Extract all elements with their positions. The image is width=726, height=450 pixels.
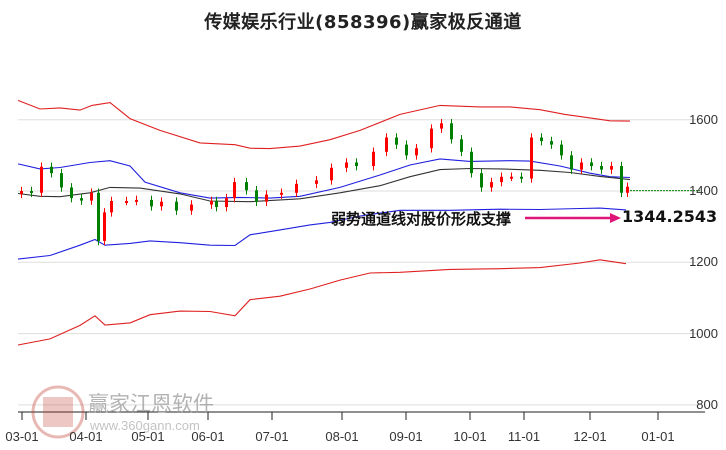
annotation-text: 弱势通道线对股价形成支撑: [331, 210, 512, 228]
support-value: 1344.2543: [622, 207, 718, 226]
y-tick-1000: 1000: [689, 326, 718, 341]
x-tick-04-01: 04-01: [69, 429, 103, 444]
x-tick-01-01: 01-01: [641, 429, 675, 444]
channel-bands: [17, 99, 631, 346]
band-outer_lower: [17, 259, 627, 346]
x-tick-12-01: 12-01: [573, 429, 607, 444]
y-tick-1600: 1600: [689, 112, 718, 127]
y-tick-1200: 1200: [689, 254, 718, 269]
x-tick-06-01: 06-01: [191, 429, 225, 444]
watermark-url: www.360gann.com: [90, 418, 200, 433]
x-tick-10-01: 10-01: [453, 429, 487, 444]
candlesticks: [20, 118, 700, 246]
gridlines: [18, 119, 700, 406]
chart-title: 传媒娱乐行业(858396)赢家极反通道: [204, 12, 522, 33]
watermark-brand: 赢家江恩软件: [88, 392, 214, 416]
x-tick-07-01: 07-01: [255, 429, 289, 444]
x-tick-03-01: 03-01: [5, 429, 39, 444]
x-tick-08-01: 08-01: [325, 429, 359, 444]
band-middle: [17, 167, 631, 203]
y-tick-1400: 1400: [689, 183, 718, 198]
band-outer_upper: [17, 99, 631, 150]
band-inner_lower: [17, 207, 627, 260]
y-tick-800: 800: [696, 397, 718, 412]
x-tick-11-01: 11-01: [507, 429, 541, 444]
x-tick-05-01: 05-01: [131, 429, 165, 444]
annotation-arrow: [525, 213, 621, 223]
x-axis: [18, 411, 705, 420]
band-inner_upper: [17, 158, 631, 199]
x-tick-09-01: 09-01: [389, 429, 423, 444]
